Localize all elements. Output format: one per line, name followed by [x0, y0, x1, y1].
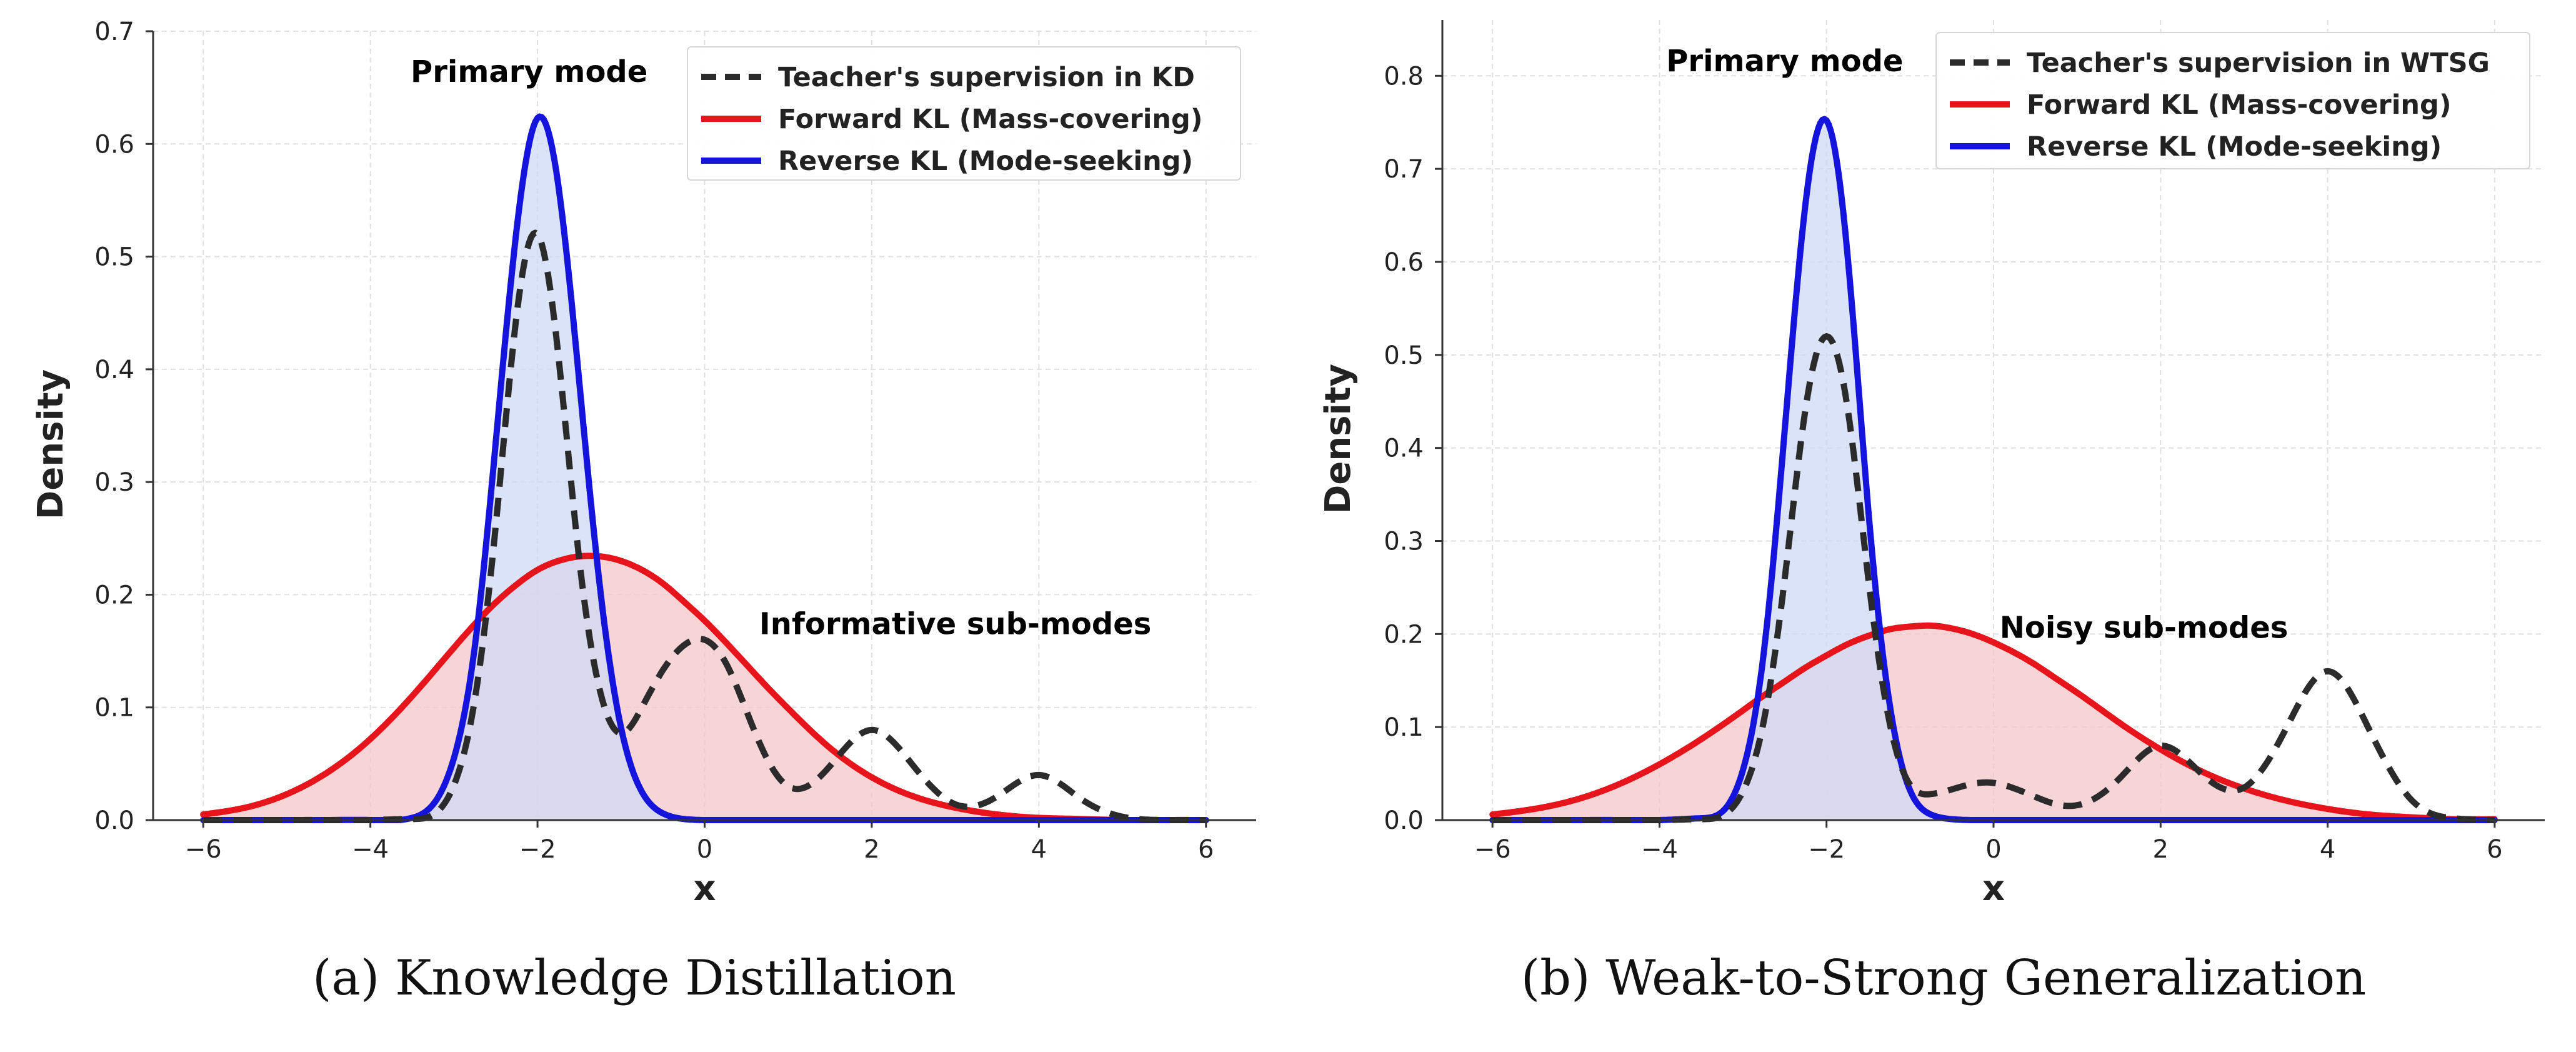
legend-box: [687, 46, 1241, 181]
x-tick-label: 0: [697, 835, 712, 864]
y-tick-label: 0.8: [1384, 62, 1424, 91]
x-tick-label: −2: [1808, 835, 1845, 864]
y-tick-label: 0.3: [94, 468, 134, 497]
y-tick-label: 0.1: [94, 694, 134, 723]
annotation-label: Primary mode: [1666, 44, 1903, 79]
annotation-label: Primary mode: [411, 54, 647, 89]
y-tick-label: 0.1: [1384, 713, 1424, 742]
x-tick-label: 2: [2153, 835, 2169, 864]
y-tick-label: 0.4: [94, 356, 134, 384]
legend-entry: Reverse KL (Mode-seeking): [2027, 131, 2442, 163]
y-tick-label: 0.7: [94, 18, 134, 46]
legend-entry: Forward KL (Mass-covering): [2027, 89, 2451, 121]
x-tick-label: 4: [2320, 835, 2335, 864]
caption-knowledge-distillation: (a) Knowledge Distillation: [312, 950, 956, 1006]
y-tick-label: 0.0: [1384, 806, 1424, 835]
x-tick-label: −2: [519, 835, 556, 864]
x-tick-label: 4: [1031, 835, 1047, 864]
y-tick-label: 0.6: [1384, 248, 1424, 277]
legend: Teacher's supervision in KD Forward KL (M…: [687, 46, 1241, 181]
y-tick-label: 0.6: [94, 130, 134, 159]
y-tick-label: 0.0: [94, 806, 134, 835]
y-tick-label: 0.7: [1384, 155, 1424, 184]
x-tick-label: 6: [2487, 835, 2502, 864]
x-tick-label: −4: [1641, 835, 1678, 864]
forward-kl-fill: [1492, 625, 2495, 820]
y-tick-label: 0.5: [1384, 341, 1424, 370]
x-axis-label: x: [693, 868, 716, 909]
y-tick-label: 0.3: [1384, 527, 1424, 556]
panel-weak-to-strong-generalization: −6 −4 −2 0 2 4 6 0.0 0.1 0.2 0.3 0.4 0.5 0.6 0.7 0.8 x De…: [1318, 20, 2545, 909]
y-tick-label: 0.5: [94, 243, 134, 272]
x-tick-label: 6: [1198, 835, 1214, 864]
y-axis-label: Density: [31, 369, 71, 519]
x-tick-label: −6: [1474, 835, 1511, 864]
y-axis-label: Density: [1318, 364, 1359, 514]
x-tick-label: −4: [352, 835, 389, 864]
x-tick-label: 0: [1985, 835, 2001, 864]
annotation-label: Informative sub-modes: [759, 607, 1151, 642]
legend-entry: Teacher's supervision in KD: [778, 62, 1195, 93]
panel-knowledge-distillation: −6 −4 −2 0 2 4 6 0.0 0.1 0.2 0.3 0.4 0.5 0.6 0.7 x Densi…: [31, 18, 1256, 909]
y-tick-label: 0.4: [1384, 434, 1424, 463]
x-tick-label: −6: [185, 835, 222, 864]
y-tick-label: 0.2: [1384, 620, 1424, 649]
forward-kl-line: [1489, 622, 2498, 823]
x-axis-label: x: [1982, 868, 2005, 909]
x-tick-label: 2: [864, 835, 879, 864]
legend-entry: Teacher's supervision in WTSG: [2027, 48, 2490, 79]
legend-box: [1935, 32, 2530, 169]
legend-entry: Forward KL (Mass-covering): [778, 104, 1202, 135]
annotation-label: Noisy sub-modes: [2000, 610, 2289, 645]
legend-entry: Reverse KL (Mode-seeking): [778, 146, 1193, 177]
legend: Teacher's supervision in WTSG Forward KL …: [1935, 32, 2530, 169]
caption-weak-to-strong-generalization: (b) Weak-to-Strong Generalization: [1520, 950, 2367, 1006]
y-tick-label: 0.2: [94, 581, 134, 609]
